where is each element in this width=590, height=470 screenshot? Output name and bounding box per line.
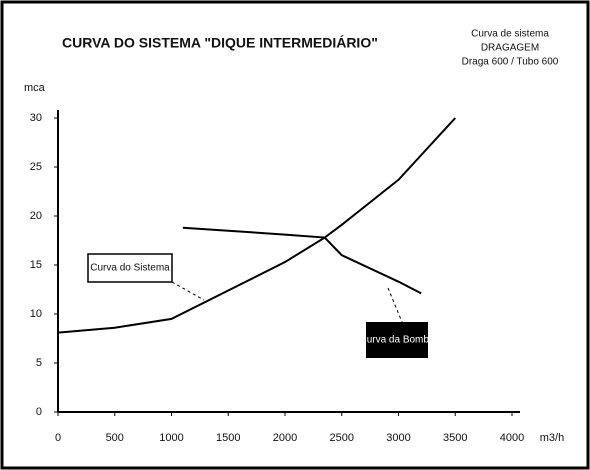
annotation-box	[366, 322, 428, 358]
x-tick-label: 1500	[216, 432, 240, 444]
x-axis-label: m3/h	[540, 432, 564, 444]
subtitle: Curva de sistema	[471, 29, 549, 40]
chart-title: CURVA DO SISTEMA "DIQUE INTERMEDIÁRIO"	[62, 35, 378, 51]
y-tick-label: 0	[36, 406, 42, 418]
x-tick-label: 3000	[386, 432, 410, 444]
series-line	[57, 117, 456, 334]
x-tick-label: 2500	[330, 432, 354, 444]
y-tick-label: 10	[30, 308, 42, 320]
leader-line	[387, 287, 403, 323]
series-line	[182, 226, 422, 295]
x-tick-label: 2000	[273, 432, 297, 444]
y-tick-label: 5	[36, 357, 42, 369]
subtitle: Draga 600 / Tubo 600	[462, 57, 559, 68]
annotation: Curva da Bomba	[359, 335, 434, 346]
x-tick-label: 1000	[159, 432, 183, 444]
y-axis-label: mca	[24, 82, 46, 94]
leader-line	[171, 281, 205, 301]
y-tick-label: 25	[30, 161, 42, 173]
y-tick-label: 30	[30, 112, 42, 124]
annotation: Curva do Sistema	[90, 263, 170, 274]
subtitle: DRAGAGEM	[481, 43, 539, 54]
x-tick-label: 3500	[443, 432, 467, 444]
x-tick-label: 4000	[500, 432, 524, 444]
y-tick-label: 15	[30, 259, 42, 271]
annotation-box	[87, 253, 173, 283]
x-tick-label: 0	[55, 432, 61, 444]
x-tick-label: 500	[106, 432, 124, 444]
y-tick-label: 20	[30, 210, 42, 222]
